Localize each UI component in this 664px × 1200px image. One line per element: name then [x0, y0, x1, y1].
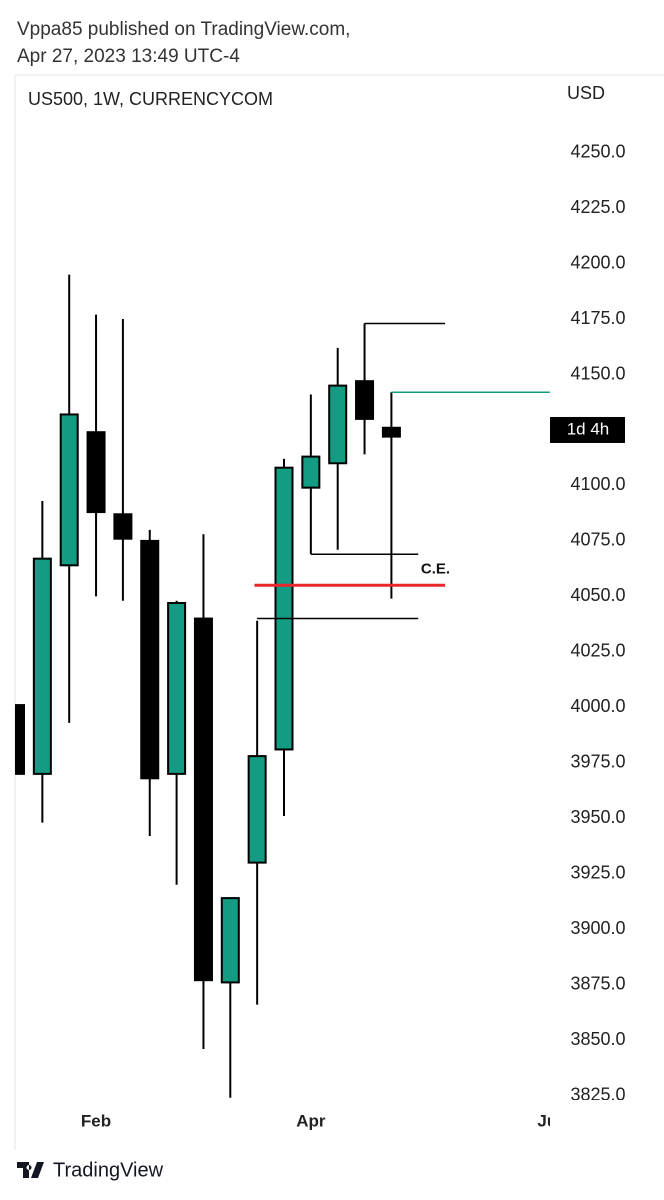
candle-body — [86, 431, 106, 514]
logo: TradingView — [17, 1159, 164, 1181]
y-tick-label: 4250.0 — [570, 141, 625, 161]
y-tick-label: 3925.0 — [570, 862, 625, 882]
brand: TradingView — [53, 1159, 164, 1181]
candle-body — [220, 897, 240, 984]
countdown-label: 1d 4h — [567, 419, 610, 438]
candle-body — [140, 539, 160, 780]
y-tick-label: 3900.0 — [570, 918, 625, 938]
candle-body — [247, 755, 267, 864]
candle-body — [32, 557, 52, 775]
currency-label: USD — [567, 83, 605, 103]
y-tick-label: 4200.0 — [570, 252, 625, 272]
y-tick-label: 3950.0 — [570, 807, 625, 827]
annotation: C.E. — [421, 561, 450, 578]
candle-body — [301, 455, 321, 489]
x-tick-label: Feb — [81, 1111, 111, 1130]
x-tick-label: Apr — [296, 1111, 326, 1130]
y-tick-label: 4000.0 — [570, 696, 625, 716]
candle-body — [113, 513, 133, 540]
y-tick-label: 4225.0 — [570, 197, 625, 217]
y-tick-label: 3975.0 — [570, 752, 625, 772]
countdown-box — [550, 416, 625, 443]
y-tick-label: 4150.0 — [570, 363, 625, 383]
publisher: Vppa85 published on TradingView.com, — [17, 19, 350, 40]
x-tick-label: Jun — [537, 1111, 567, 1130]
y-tick-label: 4100.0 — [570, 474, 625, 494]
candle-body — [59, 413, 79, 567]
y-tick-label: 3875.0 — [570, 973, 625, 993]
candle-body — [274, 466, 294, 751]
y-tick-label: 4175.0 — [570, 308, 625, 328]
y-axis: 3825.0 3850.0 3875.0 3900.0 3925.0 3950.0 3975… — [570, 141, 625, 1104]
candle-body — [193, 617, 213, 982]
candle-body — [328, 384, 348, 465]
y-tick-label: 4025.0 — [570, 641, 625, 661]
plot: C.E. — [15, 274, 550, 1098]
publish-date: Apr 27, 2023 13:49 UTC-4 — [17, 46, 240, 67]
candle-body — [15, 704, 25, 775]
candle-body — [381, 426, 401, 438]
y-tick-label: 4050.0 — [570, 585, 625, 605]
y-tick-label: 3850.0 — [570, 1029, 625, 1049]
x-axis: Feb Apr Jun — [81, 1111, 567, 1130]
y-tick-label: 3825.0 — [570, 1084, 625, 1104]
symbol-title: US500, 1W, CURRENCYCOM — [28, 89, 273, 109]
y-tick-label: 4075.0 — [570, 530, 625, 550]
candle-body — [167, 602, 187, 775]
candle-body — [355, 380, 375, 420]
